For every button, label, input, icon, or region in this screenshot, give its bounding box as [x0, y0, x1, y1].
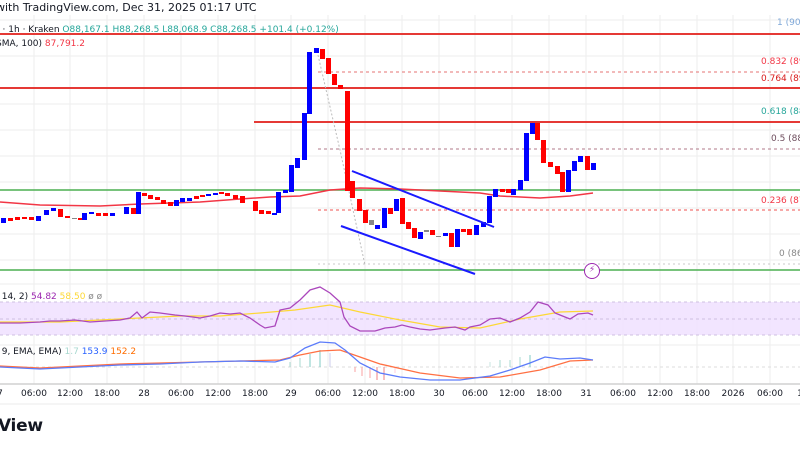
caption-text: with TradingView.com, Dec 31, 2025 01:17…: [0, 1, 257, 14]
resistance-lines: [0, 33, 800, 123]
rsi-ma-line: [0, 304, 594, 329]
x-tick: 06:00: [757, 389, 783, 399]
fib-label-05: 0.5 (88: [771, 134, 800, 144]
macd-signal-value: 152.2: [110, 347, 137, 357]
x-tick: 7: [0, 389, 3, 399]
fib-label-0832: 0.832 (89: [761, 57, 800, 67]
sma-legend[interactable]: SMA, 100) 87,791.2: [0, 39, 85, 49]
high-value: H88,268.5: [112, 25, 160, 35]
x-tick: 06:00: [168, 389, 194, 399]
x-tick: 12:00: [499, 389, 525, 399]
rsi-extra-values: ø ø: [88, 292, 103, 302]
sma-line: [0, 187, 594, 207]
rsi-label: , 14, 2): [0, 292, 29, 302]
x-tick: 06:00: [462, 389, 488, 399]
x-tick: 12:00: [57, 389, 83, 399]
rsi-pane: [0, 286, 800, 336]
x-tick: 12:00: [352, 389, 378, 399]
x-tick: 18:00: [536, 389, 562, 399]
open-value: O88,167.1: [62, 25, 110, 35]
x-tick: 18:00: [242, 389, 268, 399]
x-tick: 28: [138, 389, 150, 399]
fib-label-0236: 0.236 (87: [761, 196, 800, 206]
macd-legend[interactable]: , 9, EMA, EMA) 1.7 153.9 152.2: [0, 347, 136, 357]
lightning-event-icon[interactable]: ⚡: [584, 263, 600, 279]
x-tick: 18:00: [684, 389, 710, 399]
divider: [0, 403, 800, 405]
chart-caption: with TradingView.com, Dec 31, 2025 01:17…: [0, 0, 800, 14]
candles: [1, 48, 596, 247]
sma-label: SMA, 100): [0, 39, 43, 49]
macd-pane: [0, 341, 800, 381]
change-value: +101.4 (+0.12%): [259, 25, 339, 35]
x-tick: 06:00: [610, 389, 636, 399]
fib-label-1: 1 (90: [777, 18, 800, 28]
x-tick: 31: [580, 389, 592, 399]
fib-anchor-line: [317, 54, 366, 266]
macd-line-value: 153.9: [81, 347, 108, 357]
macd-label: , 9, EMA, EMA): [0, 347, 62, 357]
macd-hist-value: 1.7: [64, 347, 79, 357]
x-tick: 18:00: [389, 389, 415, 399]
ohlc-legend: r · 1h · Kraken O88,167.1 H88,268.5 L88,…: [0, 25, 339, 35]
close-value: C88,268.5: [210, 25, 257, 35]
sma-value: 87,791.2: [44, 39, 85, 49]
rsi-line: [0, 286, 594, 332]
rsi-legend[interactable]: , 14, 2) 54.82 58.50 ø ø: [0, 292, 102, 302]
low-value: L88,068.9: [162, 25, 208, 35]
fib-label-0: 0 (86: [779, 249, 800, 259]
x-tick: 06:00: [315, 389, 341, 399]
x-tick: 1: [797, 389, 800, 399]
x-tick: 06:00: [21, 389, 47, 399]
declining-channel: [340, 170, 495, 275]
rsi-ma-value: 58.50: [59, 292, 86, 302]
x-tick: 18:00: [94, 389, 120, 399]
x-tick: 30: [433, 389, 445, 399]
rsi-value: 54.82: [31, 292, 57, 302]
fibonacci-lines: [318, 33, 800, 265]
x-tick: 29: [285, 389, 297, 399]
macd-signal-line: [0, 349, 594, 379]
symbol-label[interactable]: r · 1h · Kraken: [0, 25, 60, 35]
x-tick: 12:00: [647, 389, 673, 399]
x-tick: 2026: [721, 389, 745, 399]
x-tick: 12:00: [205, 389, 231, 399]
fib-label-0618: 0.618 (88: [761, 107, 800, 117]
tradingview-brand: View: [0, 416, 43, 436]
fib-label-0764: 0.764 (89: [761, 74, 800, 84]
macd-line: [0, 341, 594, 381]
